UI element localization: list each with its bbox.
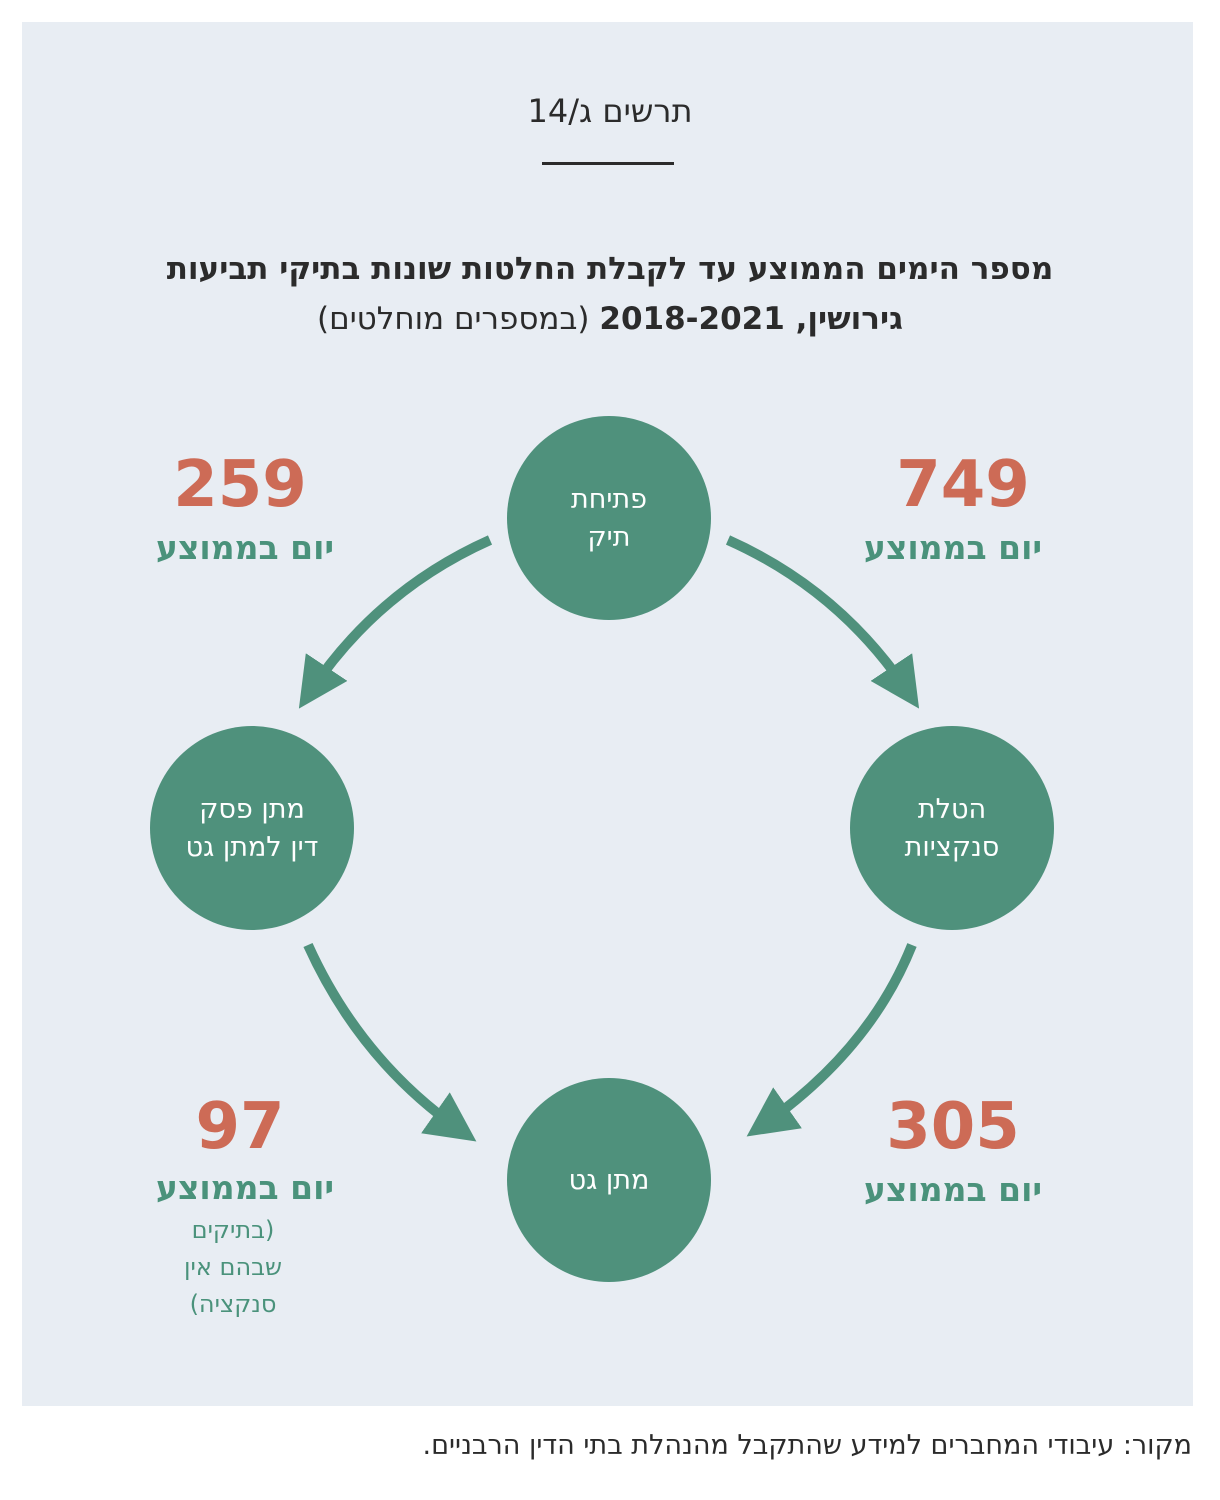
node-right-line2: סנקציות <box>904 832 1000 863</box>
stat-bottom-left-value: 97 <box>195 1090 285 1164</box>
node-left-line1: מתן פסק <box>199 794 305 825</box>
title-line-2-normal: (במספרים מוחלטים) <box>317 301 590 337</box>
node-bottom-circle <box>507 1078 711 1282</box>
title-line-2: גירושין, 2018-2021 (במספרים מוחלטים) <box>80 294 1140 344</box>
node-left-line2: דין למתן גט <box>185 832 319 863</box>
stat-bottom-left-unit: יום בממוצע <box>155 1168 335 1207</box>
node-right-label: הטלת סנקציות <box>852 791 1052 867</box>
arrow-left-to-bottom <box>303 942 477 1142</box>
note-line-3: סנקציה) <box>189 1290 277 1318</box>
node-top-label: פתיחת תיק <box>509 481 709 557</box>
note-line-1: (בתיקים <box>191 1216 275 1244</box>
arrow-top-to-right <box>725 535 920 709</box>
node-top-line1: פתיחת <box>570 484 648 515</box>
source-note: מקור: עיבודי המחברים למידע שהתקבל מהנהלת… <box>422 1430 1193 1461</box>
node-top-circle <box>507 416 711 620</box>
node-right-line1: הטלת <box>917 794 987 825</box>
arrow-right-to-bottom <box>746 943 917 1137</box>
title-divider <box>542 162 674 165</box>
note-line-2: שבהם אין <box>183 1253 283 1281</box>
node-top-line2: תיק <box>587 522 631 553</box>
arrow-top-to-left <box>298 535 493 709</box>
stat-top-right-value: 749 <box>896 448 1030 522</box>
node-right-circle <box>850 726 1054 930</box>
figure-title: מספר הימים הממוצע עד לקבלת החלטות שונות … <box>80 244 1140 344</box>
node-left-circle <box>150 726 354 930</box>
title-line-1: מספר הימים הממוצע עד לקבלת החלטות שונות … <box>166 251 1054 287</box>
stat-top-left-value: 259 <box>173 448 307 522</box>
figure-label: תרשים ג/14 <box>527 92 693 130</box>
node-bottom-label: מתן גט <box>509 1162 709 1200</box>
node-left-label: מתן פסק דין למתן גט <box>152 791 352 867</box>
node-bottom-line1: מתן גט <box>568 1165 650 1196</box>
stat-top-right-unit: יום בממוצע <box>863 528 1043 567</box>
stat-top-left-unit: יום בממוצע <box>155 528 335 567</box>
stat-bottom-right-value: 305 <box>886 1090 1020 1164</box>
stat-bottom-right-unit: יום בממוצע <box>863 1170 1043 1209</box>
title-line-2-bold: גירושין, 2018-2021 <box>599 301 903 337</box>
stat-bottom-left-note: (בתיקים שבהם אין סנקציה) <box>133 1212 333 1323</box>
